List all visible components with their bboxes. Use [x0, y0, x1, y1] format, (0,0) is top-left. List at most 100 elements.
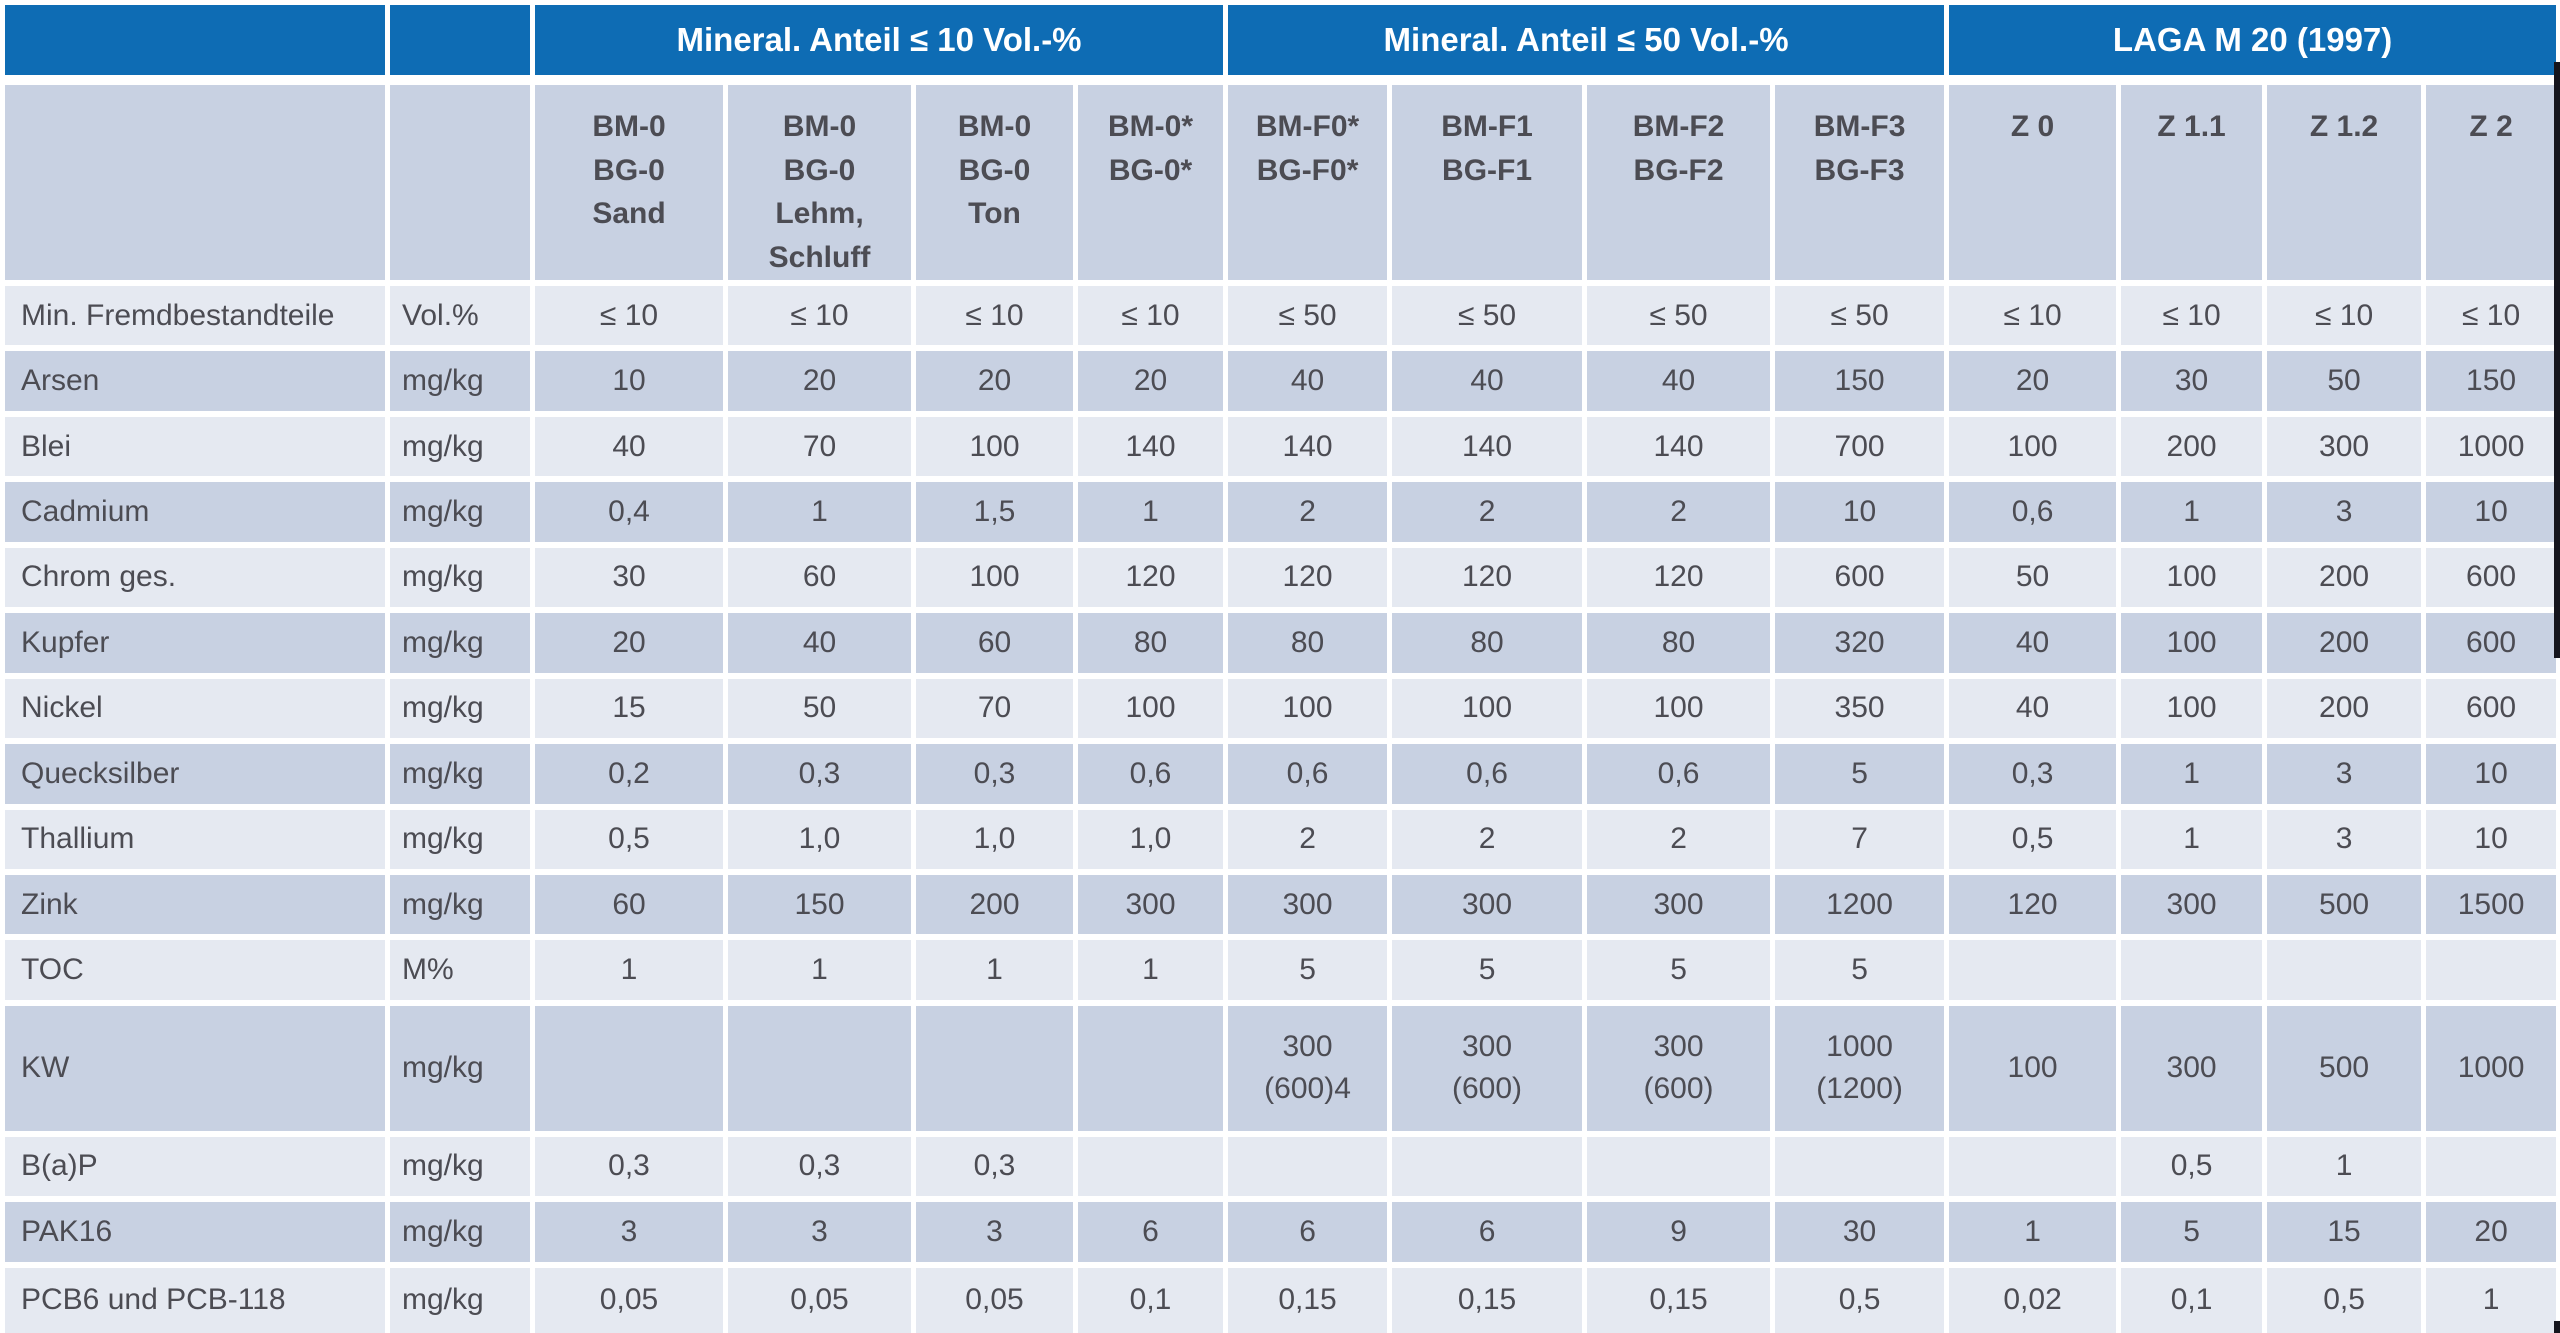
value-cell: 1 [2121, 744, 2268, 810]
value-cell: 20 [1078, 351, 1229, 417]
value-cell: 100 [2121, 678, 2268, 745]
value-cell: 70 [916, 678, 1078, 745]
value-cell: 300 [2121, 874, 2268, 941]
value-cell: ≤ 10 [2267, 286, 2427, 352]
value-cell: ≤ 50 [1228, 286, 1393, 352]
value-cell: 1000 [2426, 416, 2557, 483]
value-cell: 0,1 [1078, 1267, 1229, 1333]
unit-cell: mg/kg [390, 1202, 535, 1268]
value-cell: 300 [1392, 874, 1588, 941]
value-cell: 0,02 [1949, 1267, 2122, 1333]
value-cell: 2 [1587, 809, 1776, 875]
value-cell [1587, 1136, 1776, 1203]
value-cell: 0,05 [916, 1267, 1078, 1333]
unit-cell: mg/kg [390, 613, 535, 679]
value-cell: 1 [2121, 482, 2268, 548]
value-cell: 1000 (1200) [1775, 1005, 1950, 1137]
unit-cell: mg/kg [390, 416, 535, 483]
column-header: BM-0* BG-0* [1078, 85, 1229, 286]
value-cell: 0,3 [916, 744, 1078, 810]
value-cell: 6 [1228, 1202, 1393, 1268]
value-cell: 1000 [2426, 1005, 2557, 1137]
value-cell: 200 [916, 874, 1078, 941]
value-cell: ≤ 50 [1775, 286, 1950, 352]
value-cell: 0,3 [535, 1136, 728, 1203]
value-cell: 80 [1392, 613, 1588, 679]
value-cell: 150 [1775, 351, 1950, 417]
value-cell: 0,3 [916, 1136, 1078, 1203]
value-cell: 3 [2267, 482, 2427, 548]
value-cell: 20 [916, 351, 1078, 417]
row-label: Blei [5, 416, 390, 483]
value-cell: 3 [916, 1202, 1078, 1268]
value-cell: 1 [2121, 809, 2268, 875]
unit-cell: mg/kg [390, 1005, 535, 1137]
table-row: Cadmium mg/kg 0,4 1 1,5 1 2 2 2 10 0,6 1 3 10 [5, 482, 2557, 548]
value-cell [1949, 940, 2122, 1006]
unit-cell: mg/kg [390, 744, 535, 810]
row-label: Kupfer [5, 613, 390, 679]
value-cell: 300 [2267, 416, 2427, 483]
value-cell: 0,05 [728, 1267, 916, 1333]
column-header-empty-label [5, 85, 390, 286]
value-cell: 0,2 [535, 744, 728, 810]
value-cell: ≤ 50 [1392, 286, 1588, 352]
value-cell: 80 [1587, 613, 1776, 679]
value-cell: 100 [1949, 416, 2122, 483]
value-cell: 0,5 [535, 809, 728, 875]
value-cell: 80 [1228, 613, 1393, 679]
value-cell: 1,5 [916, 482, 1078, 548]
value-cell: 100 [2121, 613, 2268, 679]
value-cell: 100 [1949, 1005, 2122, 1137]
value-cell [1949, 1136, 2122, 1203]
value-cell: 1500 [2426, 874, 2557, 941]
value-cell: 1 [535, 940, 728, 1006]
value-cell: 100 [2121, 547, 2268, 614]
value-cell: 0,15 [1587, 1267, 1776, 1333]
column-header: BM-F1 BG-F1 [1392, 85, 1588, 286]
value-cell: 600 [2426, 613, 2557, 679]
column-header: BM-0 BG-0 Sand [535, 85, 728, 286]
limit-values-table: Mineral. Anteil ≤ 10 Vol.-% Mineral. Ant… [5, 5, 2557, 1333]
value-cell: 40 [535, 416, 728, 483]
value-cell [2267, 940, 2427, 1006]
value-cell: 500 [2267, 874, 2427, 941]
value-cell: 300 [2121, 1005, 2268, 1137]
table-row: Thallium mg/kg 0,5 1,0 1,0 1,0 2 2 2 7 0,5 1 3 10 [5, 809, 2557, 875]
value-cell: 30 [2121, 351, 2268, 417]
value-cell [916, 1005, 1078, 1137]
row-label: Thallium [5, 809, 390, 875]
value-cell: ≤ 10 [535, 286, 728, 352]
value-cell: 5 [1775, 744, 1950, 810]
value-cell: 600 [2426, 547, 2557, 614]
column-header: BM-F3 BG-F3 [1775, 85, 1950, 286]
value-cell: 60 [535, 874, 728, 941]
value-cell: ≤ 10 [1078, 286, 1229, 352]
page-edge-corner-mark [2554, 1321, 2560, 1333]
value-cell: 1,0 [728, 809, 916, 875]
table-row: Nickel mg/kg 15 50 70 100 100 100 100 350 40 100 200… [5, 678, 2557, 745]
value-cell: 1 [1078, 940, 1229, 1006]
value-cell: 2 [1587, 482, 1776, 548]
value-cell: 10 [2426, 744, 2557, 810]
value-cell: 150 [2426, 351, 2557, 417]
row-label: Chrom ges. [5, 547, 390, 614]
value-cell: 0,5 [1775, 1267, 1950, 1333]
value-cell: 40 [1949, 613, 2122, 679]
column-header: Z 1.1 [2121, 85, 2268, 286]
value-cell: 80 [1078, 613, 1229, 679]
value-cell: 320 [1775, 613, 1950, 679]
value-cell: 200 [2267, 678, 2427, 745]
group-header-row: Mineral. Anteil ≤ 10 Vol.-% Mineral. Ant… [5, 5, 2557, 85]
column-header: BM-F0* BG-F0* [1228, 85, 1393, 286]
value-cell: ≤ 10 [728, 286, 916, 352]
value-cell [1078, 1005, 1229, 1137]
value-cell: 0,6 [1587, 744, 1776, 810]
value-cell: 40 [728, 613, 916, 679]
value-cell: 50 [728, 678, 916, 745]
unit-cell: mg/kg [390, 678, 535, 745]
group-header-laga-m20: LAGA M 20 (1997) [1949, 5, 2557, 85]
unit-cell: mg/kg [390, 809, 535, 875]
unit-cell: mg/kg [390, 547, 535, 614]
